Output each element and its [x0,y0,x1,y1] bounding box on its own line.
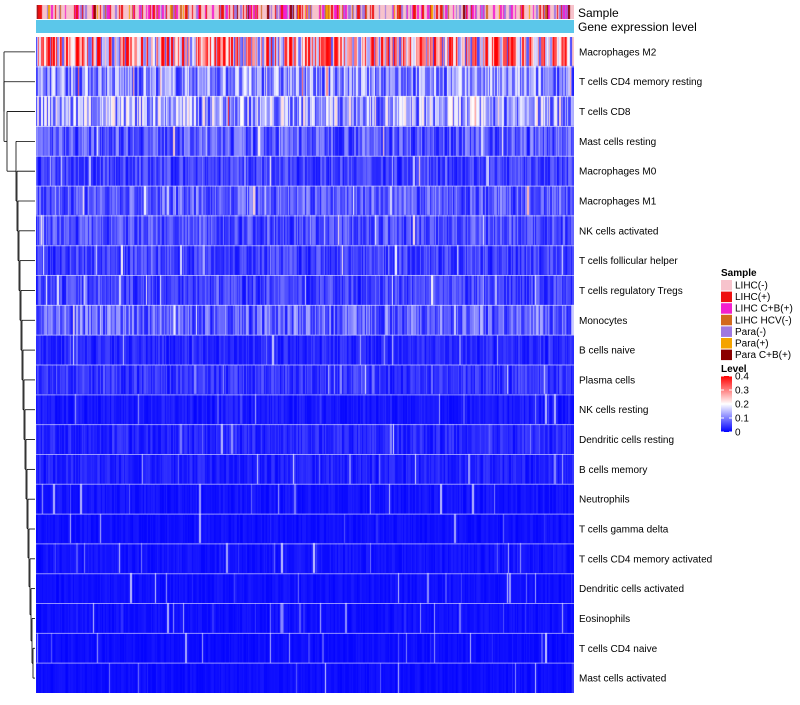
sample-annotation-track [36,5,574,19]
sample-legend-swatch [721,326,732,337]
level-tick-label: 0.3 [735,386,749,397]
row-label: Mast cells activated [579,674,666,685]
row-label: T cells gamma delta [579,525,669,536]
level-colorbar [721,376,732,432]
row-label: Monocytes [579,316,627,327]
row-label: Macrophages M2 [579,47,657,58]
level-tick-label: 0.1 [735,414,749,425]
sample-legend-swatch [721,349,732,361]
sample-legend-swatch [721,303,732,314]
row-label: Dendritic cells activated [579,584,684,595]
row-label: T cells follicular helper [579,256,678,267]
row-label: NK cells activated [579,226,658,237]
legend: Sample LIHC(-)LIHC(+)LIHC C+B(+)LIHC HCV(… [721,268,793,439]
row-label: Macrophages M1 [579,197,657,208]
heatmap-cells [36,37,574,693]
sample-legend-swatch [721,291,732,303]
sample-legend-swatch [721,338,732,349]
track-label-gene-expression: Gene expression level [578,20,697,34]
track-label-sample: Sample [578,6,619,20]
level-legend-title: Level [721,364,747,375]
row-label: T cells regulatory Tregs [579,286,683,297]
sample-legend-label: Para(+) [735,339,769,350]
row-label: T cells CD4 memory activated [579,554,712,565]
sample-legend-label: LIHC(+) [735,292,770,303]
row-label: Macrophages M0 [579,167,657,178]
sample-legend-label: LIHC(-) [735,281,768,292]
row-label: B cells naive [579,346,636,357]
sample-legend-swatch [721,280,732,291]
sample-legend-label: Para(-) [735,327,766,338]
sample-legend-label: LIHC C+B(+) [735,304,793,315]
row-label: Dendritic cells resting [579,435,674,446]
sample-legend-label: LIHC HCV(-) [735,315,792,326]
sample-legend-title: Sample [721,268,757,279]
level-tick-label: 0 [735,428,741,439]
row-label: NK cells resting [579,405,648,416]
row-label: B cells memory [579,465,647,476]
level-tick-label: 0.4 [735,372,749,383]
row-dendrogram [3,51,35,679]
sample-legend-swatch [721,314,732,326]
row-label: T cells CD8 [579,107,631,118]
row-labels: Macrophages M2 T cells CD4 memory resting… [579,47,712,684]
gene-expression-track [36,20,574,33]
row-label: T cells CD4 memory resting [579,77,702,88]
row-label: Plasma cells [579,375,635,386]
row-label: T cells CD4 naive [579,644,658,655]
row-label: Eosinophils [579,614,630,625]
sample-legend-label: Para C+B(+) [735,350,791,361]
level-tick-label: 0.2 [735,400,749,411]
row-label: Neutrophils [579,495,630,506]
row-label: Mast cells resting [579,137,656,148]
